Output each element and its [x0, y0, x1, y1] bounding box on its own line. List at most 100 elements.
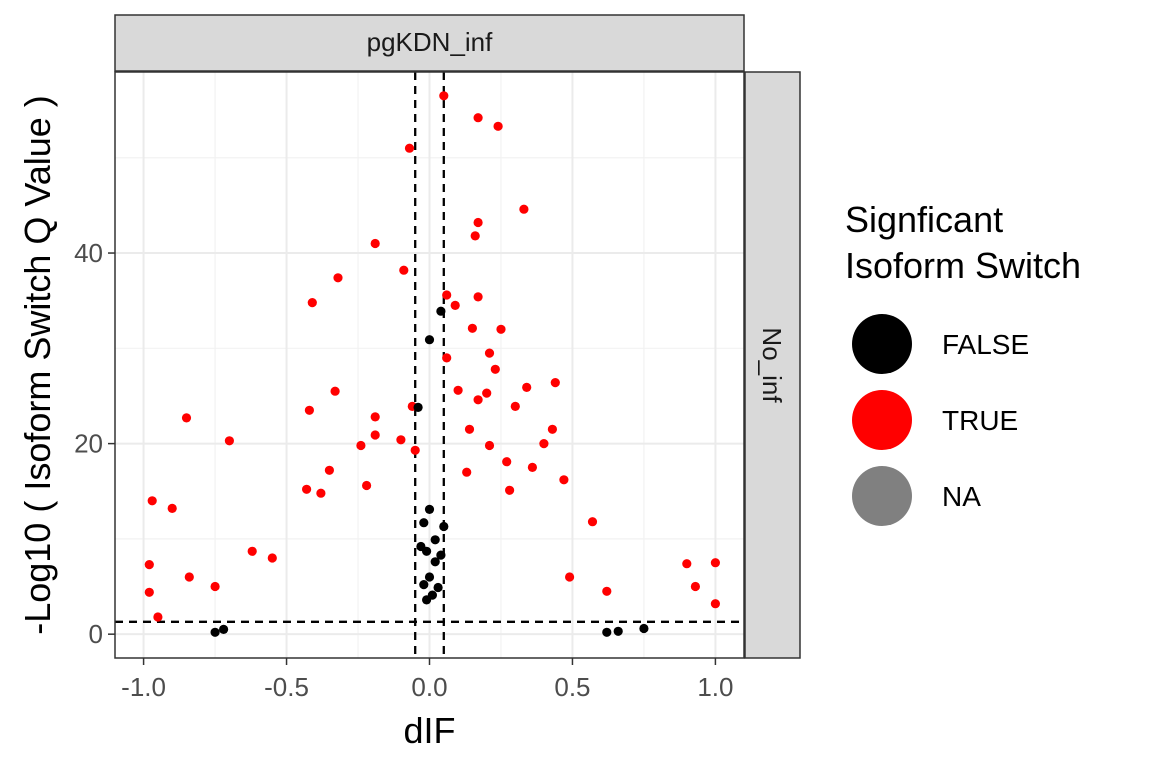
- data-point: [210, 627, 220, 637]
- data-point: [333, 273, 343, 283]
- data-point: [181, 413, 192, 423]
- data-point: [565, 572, 575, 582]
- data-point: [324, 465, 334, 475]
- reference-lines: [115, 72, 744, 658]
- data-point: [453, 385, 463, 395]
- data-point: [404, 143, 415, 153]
- data-point: [442, 353, 452, 363]
- legend-title-line-2: Isoform Switch: [845, 245, 1081, 286]
- data-point: [410, 445, 420, 455]
- facet-column-label: pgKDN_inf: [367, 27, 494, 57]
- legend-label: FALSE: [942, 329, 1029, 360]
- data-point: [304, 405, 314, 415]
- data-point: [370, 412, 380, 422]
- series-false: [210, 306, 649, 637]
- data-point: [682, 559, 692, 569]
- data-point: [307, 298, 317, 308]
- data-point: [267, 553, 277, 563]
- data-point: [510, 401, 520, 411]
- data-point: [467, 323, 477, 333]
- data-point: [439, 521, 449, 532]
- data-point: [450, 300, 460, 310]
- data-point: [473, 113, 483, 123]
- legend-key-false: [852, 314, 912, 374]
- data-point: [302, 484, 312, 494]
- data-point: [613, 626, 623, 636]
- data-point: [439, 91, 449, 101]
- data-point: [424, 335, 435, 345]
- data-point: [473, 292, 483, 302]
- data-point: [362, 480, 372, 491]
- data-point: [210, 581, 220, 592]
- facet-row-strip: [744, 71, 801, 659]
- legend-label: TRUE: [942, 405, 1018, 436]
- facet-column-strip: [114, 14, 745, 72]
- data-point: [690, 581, 701, 592]
- data-point: [424, 504, 435, 514]
- data-point: [470, 231, 480, 241]
- data-point: [484, 440, 495, 451]
- series-true: [144, 91, 721, 622]
- data-point: [422, 546, 432, 556]
- data-point: [430, 557, 440, 567]
- data-point: [436, 306, 446, 316]
- data-point: [330, 386, 340, 396]
- data-point: [219, 624, 229, 635]
- data-point: [505, 485, 515, 495]
- data-point: [464, 424, 475, 434]
- grid-lines: [115, 72, 744, 658]
- legend-key-na: [852, 466, 912, 526]
- y-tick-label: 0: [89, 619, 103, 649]
- x-axis: -1.0 -0.5 0.0 0.5 1.0: [121, 658, 733, 702]
- x-tick-label: 0.5: [554, 672, 590, 702]
- x-tick-label: -0.5: [264, 672, 309, 702]
- legend-key-true: [852, 390, 912, 450]
- y-axis: 0 20 40: [74, 238, 115, 649]
- data-point: [419, 580, 429, 590]
- data-point: [484, 348, 495, 358]
- data-point: [419, 518, 429, 528]
- x-tick-label: -1.0: [121, 672, 166, 702]
- data-point: [247, 546, 257, 556]
- data-point: [473, 395, 483, 405]
- data-point: [224, 436, 234, 446]
- data-point: [144, 560, 154, 570]
- legend-title-line-1: Signficant: [845, 199, 1003, 240]
- data-point: [442, 290, 452, 300]
- facet-row-label: No_inf: [757, 327, 787, 403]
- data-point: [547, 424, 558, 434]
- data-point: [422, 595, 432, 605]
- x-tick-label: 1.0: [697, 672, 733, 702]
- y-tick-label: 40: [74, 238, 103, 268]
- data-point: [413, 402, 423, 412]
- data-point: [356, 440, 366, 451]
- data-point: [587, 517, 598, 527]
- x-axis-title: dIF: [403, 710, 455, 751]
- data-point: [550, 378, 560, 388]
- data-point: [473, 217, 483, 228]
- y-tick-label: 20: [74, 429, 103, 459]
- data-point: [153, 612, 163, 622]
- data-point: [710, 558, 721, 568]
- data-point: [396, 435, 406, 445]
- data-point: [539, 439, 549, 449]
- data-point: [316, 488, 326, 498]
- data-point: [639, 623, 649, 634]
- data-point: [399, 265, 409, 275]
- data-point: [602, 586, 612, 596]
- data-point: [147, 496, 157, 506]
- data-point: [602, 627, 612, 637]
- legend: Signficant Isoform Switch FALSE TRUE NA: [845, 199, 1081, 526]
- data-point: [167, 503, 177, 513]
- data-point: [462, 467, 472, 477]
- data-point: [519, 204, 529, 214]
- data-point: [559, 475, 569, 485]
- data-point: [710, 599, 721, 609]
- data-point: [522, 382, 532, 392]
- data-point: [490, 364, 500, 374]
- data-point: [482, 388, 492, 398]
- x-tick-label: 0.0: [411, 672, 447, 702]
- data-point: [430, 535, 440, 545]
- data-points: [144, 91, 721, 637]
